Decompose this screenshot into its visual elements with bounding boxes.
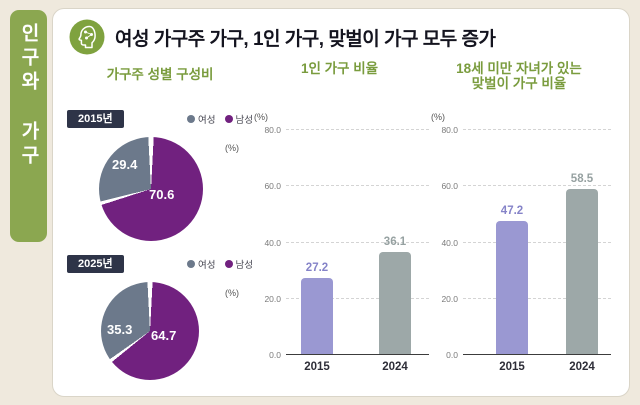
legend-item-male: 남성: [224, 112, 253, 126]
pie-chart-area-2025: (%) 35.3 64.7: [67, 282, 253, 394]
legend: 여성 남성: [187, 112, 253, 126]
section-tab-population-household: 인구와 가구: [10, 10, 47, 242]
pie-value-male-2025: 64.7: [151, 328, 177, 343]
y-tick-label: 40.0: [264, 237, 281, 248]
plot-area: (%) 80.0 60.0 40.0 20.0 0.0 27.2 36.1 20…: [254, 112, 429, 373]
bar-value-2015: 27.2: [305, 261, 329, 274]
gridline: 20.0: [264, 294, 429, 304]
bar-2024: [566, 189, 598, 354]
pie-block-2025: 2025년 여성 남성 (%) 35.3 64.7: [67, 254, 253, 394]
legend-label-female: 여성: [198, 260, 216, 271]
pie-section: 가구주 성별 구성비 2015년 여성 남성 (%): [67, 9, 253, 396]
y-tick-label: 0.0: [269, 350, 281, 360]
x-tick-label-2024: 2024: [382, 361, 408, 373]
head-network-icon: [69, 19, 105, 55]
pie-block-header: 2015년 여성 남성: [67, 109, 253, 129]
legend-label-male: 남성: [235, 260, 253, 271]
pie-chart-2015: 29.4 70.6: [99, 137, 203, 241]
x-tick-label-2015: 2015: [304, 361, 330, 373]
legend-dot-male-icon: [224, 115, 233, 123]
pie-chart-area-2015: (%) 29.4 70.6: [67, 137, 253, 249]
year-chip-2025: 2025년: [67, 254, 124, 274]
unit-label: (%): [254, 112, 268, 122]
pie-value-female-2015: 29.4: [112, 157, 138, 172]
bar-chart-dual-income-household: 18세 미만 자녀가 있는 맞벌이 가구 비율 (%) 80.0 60.0 40…: [431, 61, 611, 373]
page-title: 여성 가구주 가구, 1인 가구, 맞벌이 가구 모두 증가: [115, 28, 496, 50]
plot-area: (%) 80.0 60.0 40.0 20.0 0.0 47.2 58.5 20…: [431, 112, 611, 373]
pie-section-title: 가구주 성별 구성비: [106, 67, 214, 82]
y-tick-label: 80.0: [441, 125, 458, 135]
gridline: 80.0: [441, 125, 611, 135]
legend-label-male: 남성: [235, 115, 253, 126]
x-tick-label-2015: 2015: [499, 361, 525, 373]
legend-item-female: 여성: [187, 257, 216, 271]
pie-value-male-2015: 70.6: [149, 187, 175, 202]
legend-dot-female-icon: [187, 115, 196, 123]
gridline: 20.0: [441, 294, 611, 304]
pie-block-2015: 2015년 여성 남성 (%) 29.4 70.6: [67, 109, 253, 249]
legend-label-female: 여성: [198, 115, 216, 126]
y-tick-label: 20.0: [264, 293, 281, 304]
y-tick-label: 20.0: [441, 293, 458, 304]
pie-chart-2025: 35.3 64.7: [101, 282, 199, 380]
gridline: 80.0: [264, 125, 429, 135]
pie-value-female-2025: 35.3: [107, 322, 133, 337]
unit-label: (%): [431, 112, 445, 122]
bar-value-2024: 58.5: [570, 173, 594, 186]
x-tick-label-2024: 2024: [569, 361, 595, 373]
bar-2015: [496, 221, 528, 354]
y-tick-label: 80.0: [264, 125, 281, 135]
gridline: 40.0: [264, 238, 429, 248]
legend: 여성 남성: [187, 257, 253, 271]
legend-dot-female-icon: [187, 260, 196, 268]
gridline: 40.0: [441, 238, 611, 248]
gridline: 60.0: [264, 181, 429, 191]
legend-item-female: 여성: [187, 112, 216, 126]
year-chip-2015: 2015년: [67, 109, 124, 129]
unit-label: (%): [225, 288, 239, 298]
pie-block-header: 2025년 여성 남성: [67, 254, 253, 274]
legend-dot-male-icon: [224, 260, 233, 268]
bar-chart-title: 18세 미만 자녀가 있는 맞벌이 가구 비율: [456, 61, 582, 91]
bar-chart-title: 1인 가구 비율: [300, 61, 379, 76]
y-tick-label: 60.0: [441, 181, 458, 192]
x-axis-baseline: 0.0: [269, 350, 429, 360]
y-tick-label: 60.0: [264, 181, 281, 192]
bar-2015: [301, 277, 333, 354]
unit-label: (%): [225, 143, 239, 153]
section-tab-label: 인구와 가구: [18, 23, 39, 169]
bar-chart-single-person-household: 1인 가구 비율 (%) 80.0 60.0 40.0 20.0 0.0 27.…: [254, 61, 429, 373]
content-card: 여성 가구주 가구, 1인 가구, 맞벌이 가구 모두 증가 가구주 성별 구성…: [52, 8, 630, 397]
bar-value-2015: 47.2: [500, 205, 524, 218]
y-tick-label: 40.0: [441, 237, 458, 248]
bar-2024: [379, 252, 411, 354]
y-tick-label: 0.0: [446, 350, 458, 360]
bar-value-2024: 36.1: [383, 236, 407, 249]
x-axis-baseline: 0.0: [446, 350, 611, 360]
legend-item-male: 남성: [224, 257, 253, 271]
card-header: 여성 가구주 가구, 1인 가구, 맞벌이 가구 모두 증가: [69, 19, 496, 55]
gridline: 60.0: [441, 181, 611, 191]
